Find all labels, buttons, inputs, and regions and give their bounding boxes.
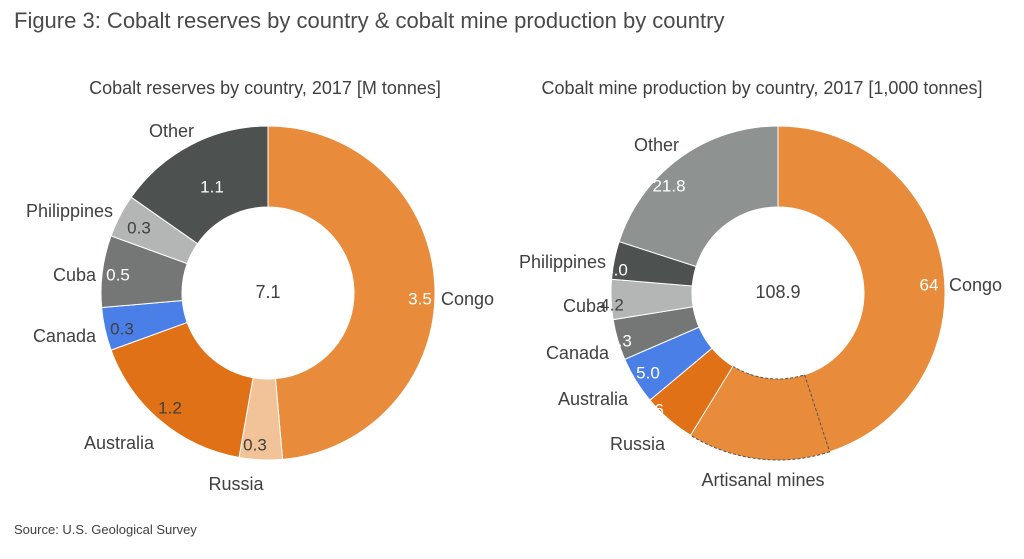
value-label-philippines: 4.0 [604,260,628,279]
slice-name-cuba: Cuba [563,296,607,316]
center-total-label: 7.1 [255,282,280,302]
slice-name-other: Other [149,121,194,141]
value-label-cuba: 0.5 [106,265,130,284]
figure-title: Figure 3: Cobalt reserves by country & c… [14,8,725,33]
value-label-canada: 0.3 [110,319,134,338]
slice-australia [110,321,254,459]
slice-name-canada: Canada [33,326,97,346]
value-label-other: 21.8 [652,176,685,195]
production-donut-chart: Cobalt mine production by country, 2017 … [519,78,1002,490]
slice-name-russia: Russia [208,474,264,494]
value-label-congo: 3.5 [408,289,432,308]
value-label-canada: 4.3 [608,331,632,350]
reserves-donut-chart: Cobalt reserves by country, 2017 [M tonn… [26,78,494,494]
slice-name-australia: Australia [84,433,155,453]
value-label-philippines: 0.3 [127,218,151,237]
slice-artisanal-mines [689,365,831,461]
value-label-russia: 5.6 [640,400,664,419]
slice-name-congo: Congo [949,275,1002,295]
slice-name-congo: Congo [441,289,494,309]
chart-title: Cobalt reserves by country, 2017 [M tonn… [89,78,441,98]
slice-name-philippines: Philippines [519,252,606,272]
slice-name-russia: Russia [610,434,666,454]
slice-name-canada: Canada [546,343,610,363]
slice-other [618,125,779,268]
value-label-australia: 1.2 [158,398,182,417]
value-label-cuba: 4.2 [600,295,624,314]
slice-name-australia: Australia [558,389,629,409]
center-total-label: 108.9 [755,282,800,302]
value-label-other: 1.1 [200,177,224,196]
value-label-congo: 64 [920,275,939,294]
slice-congo [267,125,436,460]
value-label-russia: 0.3 [243,435,267,454]
value-label-australia: 5.0 [636,363,660,382]
chart-title: Cobalt mine production by country, 2017 … [542,78,983,98]
slice-name-cuba: Cuba [53,265,97,285]
slice-name-philippines: Philippines [26,201,113,221]
slice-other [130,125,269,245]
slice-name-artisanal-mines: Artisanal mines [701,470,824,490]
slice-name-other: Other [634,135,679,155]
source-note: Source: U.S. Geological Survey [14,522,197,537]
